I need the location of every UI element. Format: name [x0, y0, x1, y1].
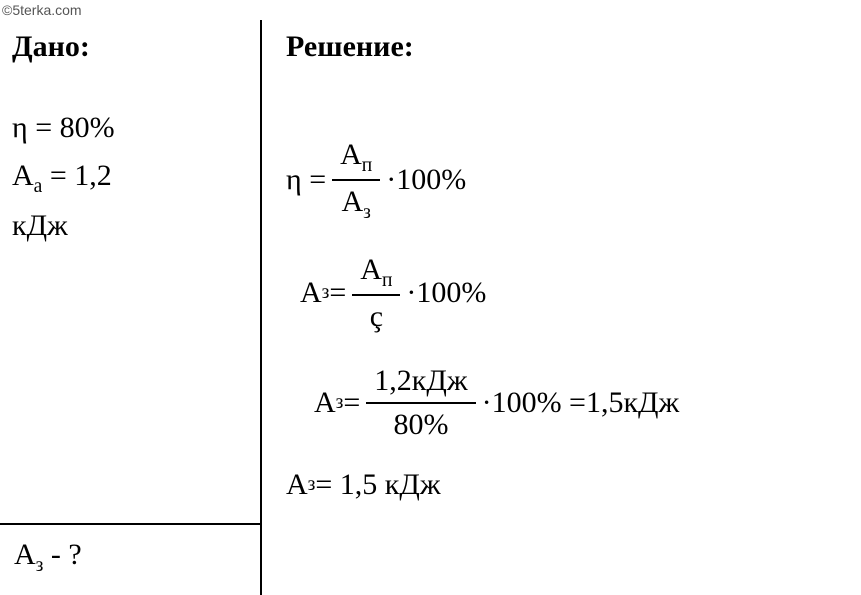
den-base: А [341, 185, 363, 218]
eq1-denominator: Аз [333, 181, 378, 226]
equation-4: Аз = 1,5 кДж [286, 468, 851, 502]
eta-value: 80% [60, 111, 115, 144]
eq4-lhs-base: А [286, 468, 308, 502]
equation-2: Аз = Ап ç ·100% [300, 249, 851, 338]
given-heading: Дано: [12, 30, 248, 64]
eq2-denominator: ç [362, 296, 391, 338]
given-line-eta: η = 80% [12, 104, 248, 152]
solution-body: η = Ап Аз ·100% Аз = Ап [286, 104, 851, 502]
eq3-denominator: 80% [385, 404, 456, 446]
find-tail: - ? [43, 538, 81, 571]
given-column: Дано: η = 80% Аа = 1,2 кДж Аз - ? [0, 20, 260, 595]
eq1-lhs: η = [286, 163, 326, 197]
eq1-fraction: Ап Аз [332, 134, 380, 227]
main-container: Дано: η = 80% Аа = 1,2 кДж Аз - ? Решени… [0, 0, 861, 595]
eq3-fraction: 1,2кДж 80% [366, 360, 475, 446]
given-body: η = 80% Аа = 1,2 кДж [12, 104, 248, 250]
eq2-lhs-eq: = [329, 276, 346, 310]
eq3-tail: ·100% =1,5кДж [482, 386, 680, 420]
num-base: А [360, 253, 382, 286]
eta-symbol: η [12, 111, 28, 144]
a-value: 1,2 [74, 159, 112, 192]
eq2-tail: ·100% [406, 276, 486, 310]
equation-1: η = Ап Аз ·100% [286, 134, 851, 227]
a-subscript: а [34, 176, 43, 197]
given-divider [0, 523, 260, 525]
eq1-tail: ·100% [386, 163, 466, 197]
num-sub: п [362, 155, 372, 176]
given-line-a: Аа = 1,2 [12, 152, 248, 202]
a-base: А [12, 159, 34, 192]
eq2-fraction: Ап ç [352, 249, 400, 338]
den-sub: з [363, 202, 371, 223]
eq3-lhs-base: А [314, 386, 336, 420]
eq2-lhs-sub: з [322, 282, 330, 304]
eq4-rhs: = 1,5 кДж [315, 468, 440, 502]
eq2-numerator: Ап [352, 249, 400, 294]
find-line: Аз - ? [14, 538, 82, 577]
eq4-lhs-sub: з [308, 474, 316, 496]
solution-heading: Решение: [286, 30, 851, 64]
eq1-numerator: Ап [332, 134, 380, 179]
find-base: А [14, 538, 36, 571]
eq3-lhs-sub: з [336, 392, 344, 414]
equation-3: Аз = 1,2кДж 80% ·100% =1,5кДж [314, 360, 851, 446]
num-base: А [340, 138, 362, 171]
eq-sign: = [50, 159, 74, 192]
solution-column: Решение: η = Ап Аз ·100% Аз = [260, 20, 861, 595]
num-sub: п [382, 270, 392, 291]
eq-sign: = [28, 111, 60, 144]
eq3-lhs-eq: = [343, 386, 360, 420]
eq2-lhs-base: А [300, 276, 322, 310]
watermark-text: ©5terka.com [2, 2, 82, 18]
eq3-numerator: 1,2кДж [366, 360, 475, 402]
given-line-unit: кДж [12, 202, 248, 250]
